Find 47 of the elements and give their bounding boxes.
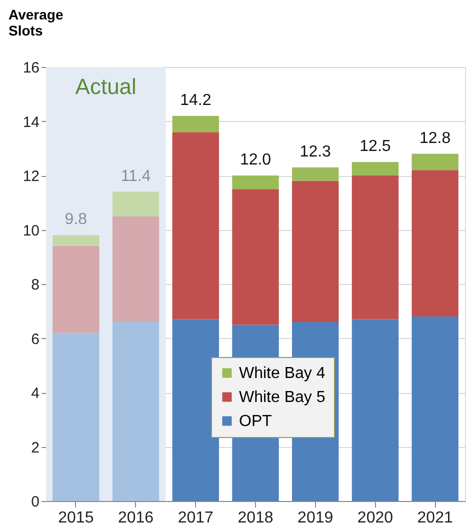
y-tick-label: 14: [22, 114, 40, 131]
total-label: 9.8: [64, 211, 88, 228]
bar: [112, 192, 160, 216]
x-tick-label: 2021: [417, 510, 453, 526]
bar: [412, 316, 458, 501]
y-tick-label: 2: [31, 439, 40, 456]
bar: [172, 116, 219, 132]
bar: [112, 216, 160, 322]
bar: [52, 235, 100, 246]
legend-label: White Bay 4: [239, 365, 326, 382]
x-tick-label: 2015: [58, 510, 94, 526]
bar: [352, 162, 399, 176]
bar: [232, 176, 279, 190]
bar: [232, 189, 279, 325]
bar: [172, 319, 219, 501]
bar: [52, 332, 100, 501]
total-label: 12.0: [240, 152, 272, 168]
total-label: 12.5: [360, 138, 391, 155]
bar: [292, 167, 339, 181]
bar: [352, 319, 399, 501]
x-tick-label: 2017: [178, 510, 214, 526]
y-tick-label: 16: [22, 60, 40, 76]
y-tick-label: 12: [22, 168, 40, 185]
bar: [352, 176, 399, 320]
bar: [172, 132, 219, 320]
x-tick-label: 2019: [298, 510, 334, 526]
x-tick-label: 2016: [118, 510, 154, 526]
y-tick-label: 8: [31, 276, 40, 294]
x-tick-label: 2018: [238, 510, 274, 526]
bar: [292, 180, 339, 322]
total-label: 12.3: [300, 143, 332, 160]
y-tick-label: 0: [31, 494, 40, 510]
band-label: Actual: [75, 74, 136, 99]
bar: [412, 154, 458, 170]
y-axis-title: Average Slots: [8, 6, 64, 38]
bar: [52, 246, 100, 333]
total-label: 12.8: [420, 130, 451, 147]
x-tick-label: 2020: [357, 510, 394, 526]
y-tick-label: 4: [31, 385, 40, 402]
y-tick-label: 10: [22, 222, 40, 240]
bar: [412, 170, 458, 317]
total-label: 14.2: [180, 92, 212, 109]
total-label: 11.4: [120, 168, 151, 185]
legend-label: White Bay 5: [239, 389, 326, 406]
legend-label: OPT: [239, 413, 272, 430]
y-tick-label: 6: [31, 330, 40, 348]
bar: [112, 322, 160, 501]
